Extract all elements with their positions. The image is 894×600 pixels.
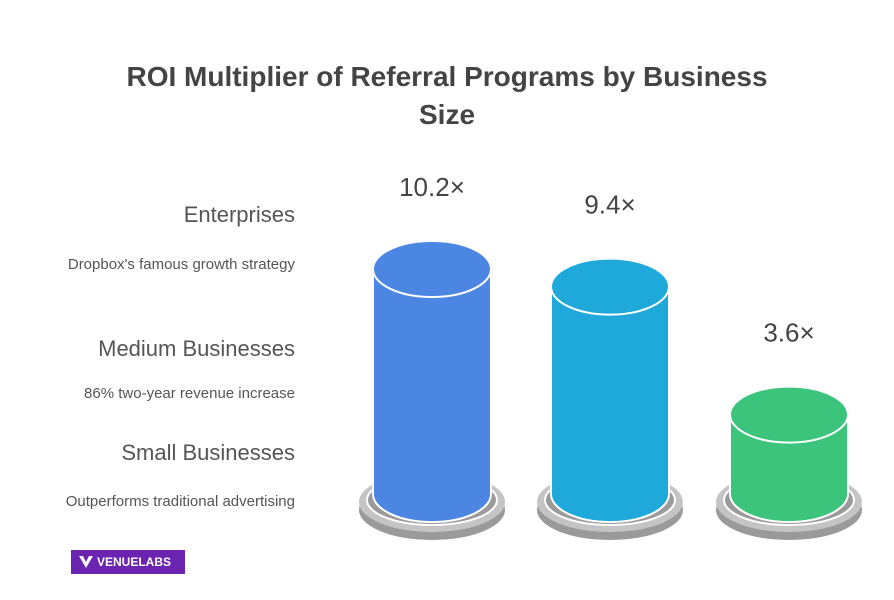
category-label: Medium Businesses (98, 336, 295, 361)
cylinder-top (729, 385, 849, 444)
value-label: 3.6× (763, 318, 814, 348)
cylinder-bar (729, 413, 849, 523)
category-label: Enterprises (183, 202, 295, 227)
chart-title: ROI Multiplier of Referral Programs by B… (126, 61, 768, 130)
category-description: Outperforms traditional advertising (65, 493, 295, 510)
brand-icon (79, 556, 93, 568)
category-label: Small Businesses (121, 440, 295, 465)
cylinder-top (550, 257, 670, 316)
value-label: 10.2× (399, 172, 465, 202)
category-description: 86% two-year revenue increase (84, 385, 295, 402)
brand-logo: VENUELABS (71, 550, 185, 574)
cylinder-bar (372, 268, 492, 523)
category-description: Dropbox's famous growth strategy (67, 256, 295, 273)
cylinder-bar (550, 285, 670, 523)
value-label: 9.4× (584, 190, 635, 220)
cylinder-top (372, 240, 492, 298)
